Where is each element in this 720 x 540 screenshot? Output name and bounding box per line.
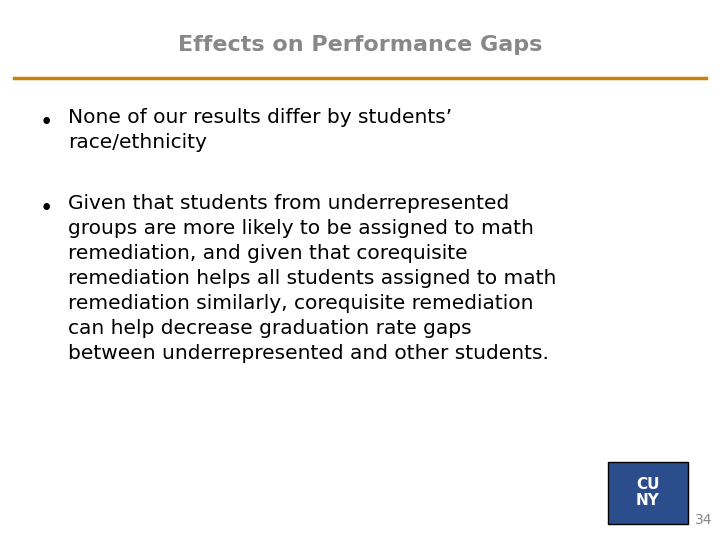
Text: None of our results differ by students’
race/ethnicity: None of our results differ by students’ … [68,108,453,152]
Text: CU
NY: CU NY [636,477,660,508]
Text: Given that students from underrepresented
groups are more likely to be assigned : Given that students from underrepresente… [68,194,557,363]
Text: •: • [40,111,53,134]
FancyBboxPatch shape [608,462,688,524]
Text: 34: 34 [695,512,712,526]
Text: Effects on Performance Gaps: Effects on Performance Gaps [178,35,542,55]
Text: •: • [40,197,53,220]
